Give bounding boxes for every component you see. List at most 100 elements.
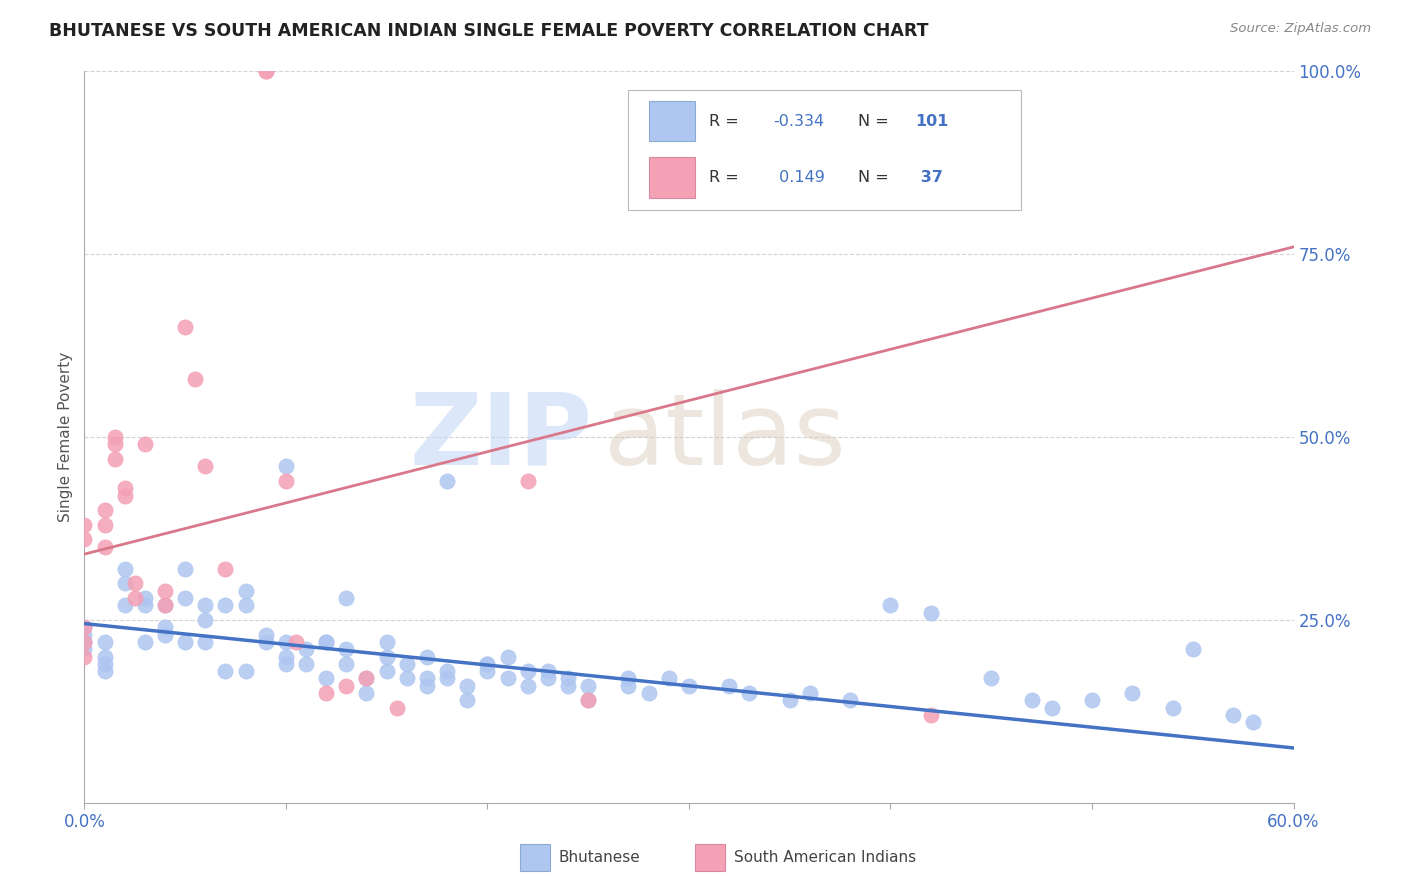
Point — [477, 657, 499, 671]
Point — [174, 320, 197, 334]
Text: -0.334: -0.334 — [773, 113, 825, 128]
Text: 0.149: 0.149 — [773, 169, 824, 185]
Point — [1121, 686, 1143, 700]
Text: 101: 101 — [915, 113, 949, 128]
Point — [436, 672, 458, 686]
FancyBboxPatch shape — [520, 845, 550, 871]
Point — [124, 591, 146, 605]
Point — [73, 635, 96, 649]
Point — [799, 686, 821, 700]
Point — [576, 693, 599, 707]
Point — [375, 664, 398, 678]
Point — [73, 627, 96, 641]
Point — [436, 664, 458, 678]
Point — [920, 708, 942, 723]
Point — [134, 599, 156, 613]
Point — [153, 627, 176, 641]
Point — [537, 664, 560, 678]
Point — [516, 679, 538, 693]
Point — [356, 672, 378, 686]
Point — [516, 664, 538, 678]
Point — [254, 64, 277, 78]
Point — [637, 686, 659, 700]
Point — [1181, 642, 1204, 657]
Point — [93, 540, 115, 554]
Point — [254, 64, 277, 78]
Text: atlas: atlas — [605, 389, 846, 485]
FancyBboxPatch shape — [650, 101, 695, 141]
Point — [214, 599, 236, 613]
Point — [375, 635, 398, 649]
Point — [385, 700, 408, 714]
Point — [576, 693, 599, 707]
Point — [1040, 700, 1063, 714]
Point — [295, 642, 318, 657]
Point — [114, 576, 136, 591]
Point — [214, 562, 236, 576]
Point — [335, 642, 357, 657]
Point — [617, 679, 640, 693]
Point — [254, 635, 277, 649]
Point — [678, 679, 700, 693]
Point — [73, 620, 96, 634]
Point — [839, 693, 862, 707]
Point — [285, 635, 308, 649]
Point — [477, 664, 499, 678]
Point — [104, 430, 127, 444]
Point — [416, 672, 439, 686]
FancyBboxPatch shape — [650, 157, 695, 197]
Point — [134, 635, 156, 649]
Point — [274, 474, 297, 488]
Point — [274, 657, 297, 671]
Point — [617, 672, 640, 686]
Point — [194, 613, 217, 627]
Point — [395, 672, 418, 686]
Point — [516, 474, 538, 488]
Point — [920, 606, 942, 620]
Point — [73, 649, 96, 664]
Point — [274, 649, 297, 664]
Point — [134, 437, 156, 451]
Point — [496, 649, 519, 664]
Point — [153, 583, 176, 598]
Point — [194, 599, 217, 613]
Point — [114, 562, 136, 576]
Point — [73, 635, 96, 649]
Point — [194, 635, 217, 649]
Point — [184, 371, 207, 385]
FancyBboxPatch shape — [628, 90, 1022, 211]
Point — [315, 635, 337, 649]
Point — [537, 672, 560, 686]
Point — [356, 686, 378, 700]
Point — [356, 672, 378, 686]
Point — [395, 657, 418, 671]
Point — [73, 620, 96, 634]
Point — [104, 452, 127, 467]
Point — [557, 679, 579, 693]
Point — [477, 657, 499, 671]
Point — [980, 672, 1002, 686]
Point — [436, 474, 458, 488]
Point — [1081, 693, 1104, 707]
Point — [153, 599, 176, 613]
Point — [456, 693, 478, 707]
Point — [235, 599, 257, 613]
Text: ZIP: ZIP — [409, 389, 592, 485]
Point — [1021, 693, 1043, 707]
Point — [134, 591, 156, 605]
Point — [235, 583, 257, 598]
Text: Bhutanese: Bhutanese — [558, 850, 640, 865]
Point — [93, 657, 115, 671]
Point — [557, 672, 579, 686]
Text: R =: R = — [710, 169, 744, 185]
Point — [153, 599, 176, 613]
Point — [93, 635, 115, 649]
Point — [335, 679, 357, 693]
Y-axis label: Single Female Poverty: Single Female Poverty — [58, 352, 73, 522]
Point — [73, 635, 96, 649]
Point — [315, 672, 337, 686]
Point — [174, 635, 197, 649]
Point — [93, 503, 115, 517]
Point — [93, 664, 115, 678]
Point — [114, 481, 136, 495]
